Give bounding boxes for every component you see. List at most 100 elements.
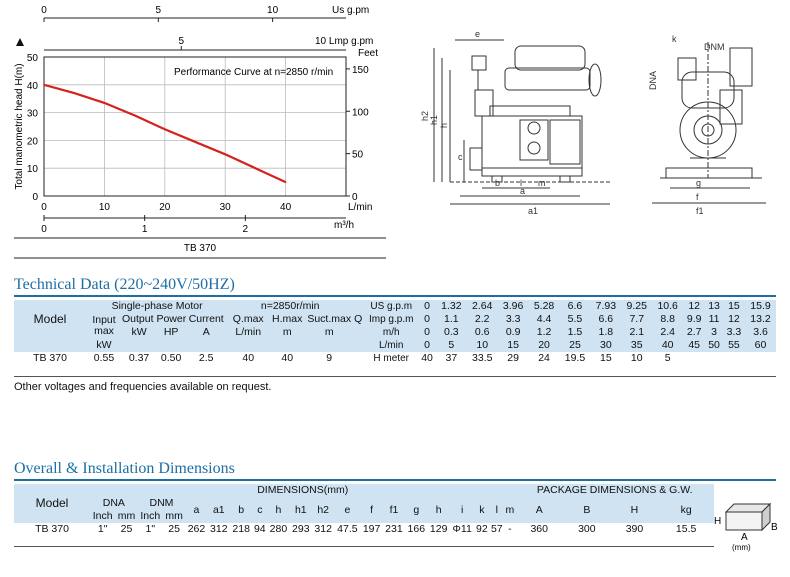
h-2: 33.5 (472, 352, 493, 364)
val-a: 262 (187, 523, 206, 535)
flow-3-8: 40 (652, 339, 684, 352)
pkg-col-kg: kg (658, 497, 714, 523)
flow-3-11: 55 (722, 339, 745, 352)
col-h: h (267, 497, 290, 523)
flow-1-10: 11 (705, 313, 723, 326)
h-1: 37 (445, 352, 458, 364)
feet-tick-label: 100 (352, 107, 369, 118)
dims-model: TB 370 (35, 523, 69, 535)
flow-2-1: 0.3 (435, 326, 467, 339)
tech-qmax: 40 (242, 352, 255, 364)
drawing-label-a1: a1 (528, 206, 538, 216)
flow-1-1: 1.1 (435, 313, 467, 326)
col-h1: h1 (289, 497, 312, 523)
tech-data-row: TB 370 0.55 0.37 0.50 2.5 40 40 9 H mete… (14, 352, 776, 365)
drawing-label-k: k (672, 34, 677, 44)
unit-a: A (186, 326, 227, 339)
h-7: 10 (630, 352, 643, 364)
drawing-label-m: m (538, 178, 546, 188)
side-view-labels: e h2 h1 h c b l m a a1 (420, 29, 546, 216)
y-axis-label: Total manometric head H(m) (14, 63, 25, 189)
dna-mm: mm (115, 510, 138, 523)
motor-header: Single-phase Motor (86, 300, 229, 313)
side-view-drawing (433, 39, 610, 205)
curve-point (73, 92, 75, 94)
flow-1-2: 2.2 (466, 313, 498, 326)
flow-0-3: 3.96 (497, 300, 529, 313)
dims-model-header: Model (14, 484, 90, 523)
dna-inch: Inch (90, 510, 116, 523)
flow-0-9: 12 (683, 300, 706, 313)
flow-2-10: 3 (705, 326, 723, 339)
box-label: A (741, 532, 748, 543)
col-h2: h2 (311, 497, 335, 523)
us-gpm-axis-label: Us g.pm (332, 5, 369, 16)
m3h-tick-label: 1 (142, 224, 148, 235)
flow-3-10: 50 (705, 339, 723, 352)
tech-data-title: Technical Data (220~240V/50HZ) (14, 276, 235, 293)
unit-lmin: L/min (228, 326, 269, 339)
curve-point (164, 128, 166, 131)
dims-title-rule (14, 479, 776, 481)
unit-kw-input: kW (86, 339, 122, 352)
pkg-a: 360 (530, 523, 548, 535)
val-h-b: 129 (429, 523, 448, 535)
val-g: 166 (407, 523, 426, 535)
flow-3-3: 15 (497, 339, 529, 352)
tech-title-rule (14, 295, 776, 297)
val-c: 94 (253, 523, 266, 535)
imp-gpm-tick-label: 5 (179, 36, 185, 47)
front-view-drawing (652, 42, 766, 204)
pkg-kg: 15.5 (675, 523, 697, 535)
drawing-label-f: f (696, 192, 699, 202)
m3h-tick-label: 2 (243, 224, 249, 235)
col-l: l (489, 497, 505, 523)
col-m: m (504, 497, 516, 523)
dnm-inch: Inch (137, 510, 163, 523)
pkg-col-h: H (610, 497, 659, 523)
drawing-label-a: a (520, 186, 525, 196)
flow-2-12: 3.6 (744, 326, 776, 339)
m3h-axis-label: m³/h (334, 220, 354, 231)
q-header: Q (352, 300, 365, 339)
h-0: 40 (421, 352, 433, 364)
dna-in-val: 1" (97, 523, 108, 535)
lmin-tick-label: 40 (280, 202, 292, 213)
chart-caption: TB 370 (184, 243, 217, 254)
dnm-mm-val: 25 (168, 523, 180, 535)
unit-m-suct: m (306, 326, 353, 339)
val-b: 218 (232, 523, 250, 535)
val-k: 92 (476, 523, 488, 535)
dnm-mm: mm (162, 510, 186, 523)
model-header: Model (14, 300, 86, 339)
flow-3-2: 10 (466, 339, 498, 352)
technical-data-table: Model Single-phase Motor n=2850r/min Q U… (14, 300, 776, 365)
imp-gpm-axis-label: 10 Lmp g.pm (315, 36, 373, 47)
flow-0-11: 15 (722, 300, 745, 313)
drawing-label-g: g (696, 178, 701, 188)
flow-0-6: 7.93 (590, 300, 622, 313)
current-header: Current (186, 313, 227, 326)
flow-2-9: 2.7 (683, 326, 706, 339)
y-tick-label: 0 (32, 192, 38, 203)
flow-3-9: 45 (683, 339, 706, 352)
flow-3-1: 5 (435, 339, 467, 352)
hmax-header: H.max (268, 313, 307, 326)
m3h-tick-label: 0 (41, 224, 47, 235)
drawing-label-h: h (439, 123, 449, 128)
flow-0-5: 6.6 (559, 300, 591, 313)
unit-kw: kW (122, 326, 157, 339)
flow-2-5: 1.5 (559, 326, 591, 339)
drawing-label-h1: h1 (429, 115, 439, 125)
flow-1-9: 9.9 (683, 313, 706, 326)
flow-2-0: 0 (418, 326, 436, 339)
y-tick-label: 50 (27, 53, 39, 64)
flow-2-2: 0.6 (466, 326, 498, 339)
h-3: 29 (507, 352, 519, 364)
flow-0-7: 9.25 (621, 300, 653, 313)
box-label: H (714, 516, 721, 527)
col-a: a (185, 497, 208, 523)
flow-0-10: 13 (705, 300, 723, 313)
dims-title: Overall & Installation Dimensions (14, 460, 235, 477)
curve-point (103, 102, 106, 104)
